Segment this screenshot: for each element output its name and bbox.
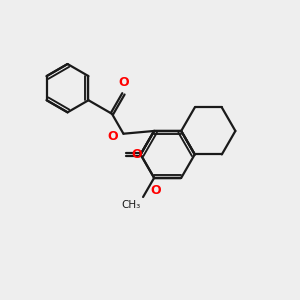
Text: CH₃: CH₃ [122,200,141,210]
Text: O: O [131,148,142,161]
Text: O: O [150,184,161,197]
Text: O: O [118,76,129,88]
Text: O: O [107,130,118,143]
